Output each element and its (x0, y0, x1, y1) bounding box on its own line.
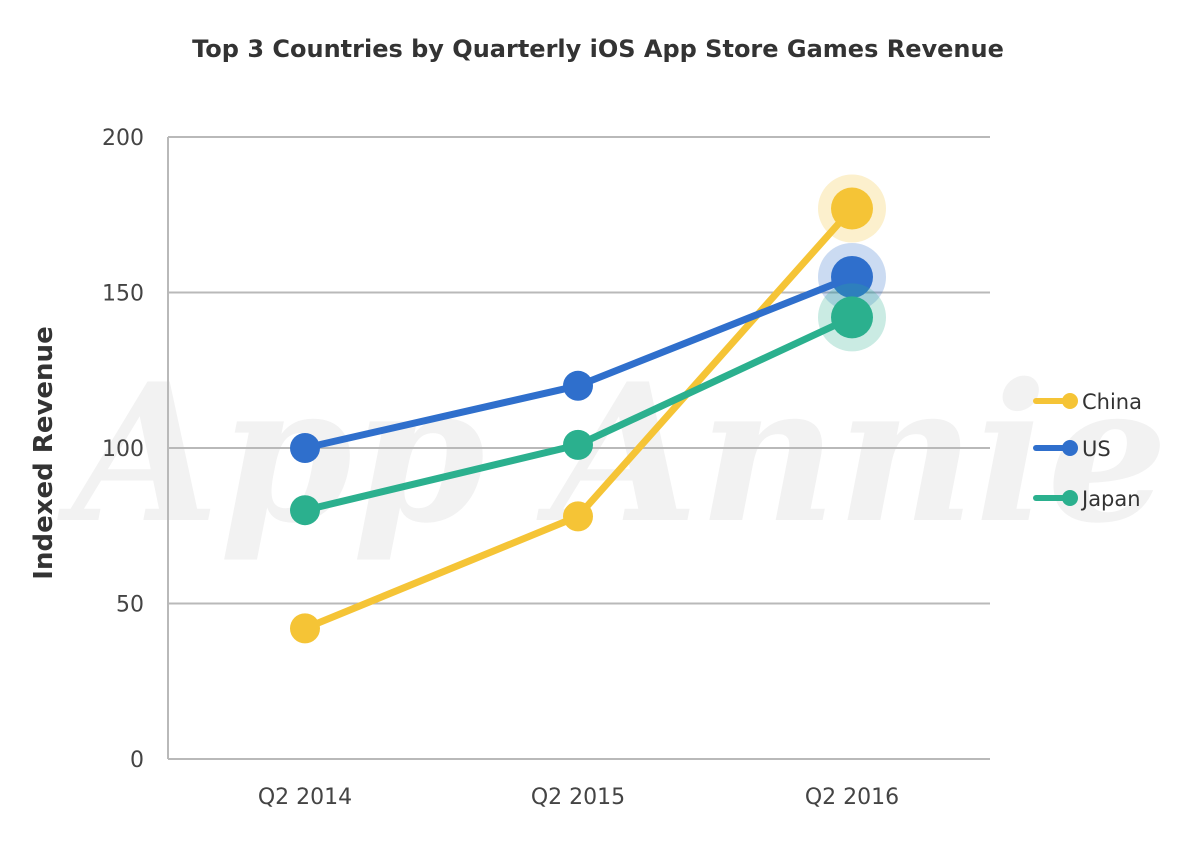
data-point (563, 501, 593, 532)
series (290, 174, 886, 644)
y-tick-label: 50 (116, 593, 144, 618)
legend-swatch-dot (1062, 490, 1078, 506)
x-tick-label: Q2 2015 (531, 785, 625, 810)
data-point (290, 433, 320, 463)
x-tick-labels: Q2 2014 Q2 2015 Q2 2016 (258, 785, 899, 810)
legend-item-china: China (1033, 390, 1142, 414)
legend-label: China (1082, 390, 1142, 414)
data-point (831, 187, 873, 230)
data-point (831, 255, 873, 298)
data-point (563, 429, 593, 460)
legend-swatch-dot (1062, 393, 1078, 409)
watermark: App Annie (57, 342, 1168, 565)
legend-item-us: US (1033, 437, 1111, 461)
y-tick-label: 150 (102, 282, 144, 307)
x-tick-label: Q2 2016 (805, 785, 899, 810)
legend-swatch-dot (1062, 440, 1078, 456)
series-japan (290, 283, 886, 526)
legend-item-japan: Japan (1033, 487, 1141, 511)
y-tick-labels: 0 50 100 150 200 (102, 126, 144, 773)
y-tick-label: 200 (102, 126, 144, 151)
data-point (831, 296, 873, 339)
y-tick-label: 100 (102, 437, 144, 462)
chart-title: Top 3 Countries by Quarterly iOS App Sto… (192, 35, 1004, 63)
y-tick-label: 0 (130, 748, 144, 773)
x-tick-label: Q2 2014 (258, 785, 352, 810)
legend-label: US (1082, 437, 1111, 461)
data-point (290, 613, 320, 644)
legend-label: Japan (1080, 487, 1141, 511)
y-axis-label: Indexed Revenue (29, 326, 59, 579)
data-point (290, 495, 320, 526)
legend: China US Japan (1033, 390, 1142, 511)
data-point (563, 370, 593, 401)
series-us (290, 242, 886, 463)
